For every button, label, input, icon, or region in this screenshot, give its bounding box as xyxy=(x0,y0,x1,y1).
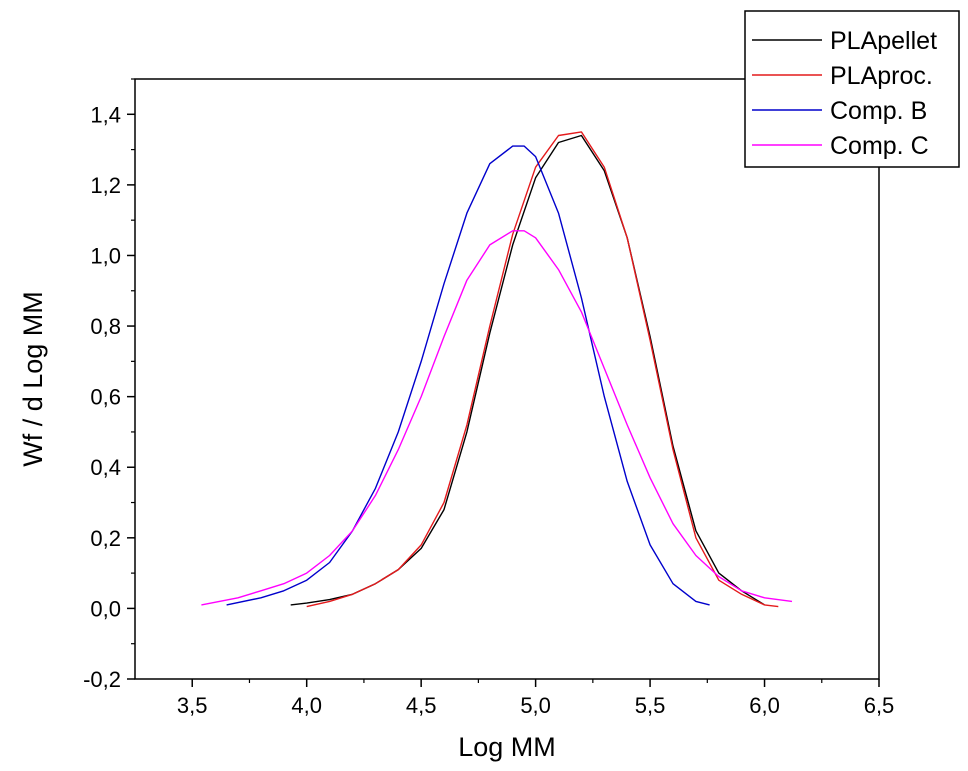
legend-label: Comp. B xyxy=(830,97,927,125)
x-axis: 3,5 4,0 4,5 5,0 5,5 6,0 6,5 xyxy=(177,679,894,718)
y-tick-label: 0,0 xyxy=(90,596,121,621)
x-tick-label: 5,5 xyxy=(635,693,666,718)
legend-label: PLAproc. xyxy=(830,62,933,90)
y-tick-label: -0,2 xyxy=(83,667,121,692)
y-tick-label: 0,6 xyxy=(90,385,121,410)
y-tick-label: 1,4 xyxy=(90,102,121,127)
y-tick-label: 0,8 xyxy=(90,314,121,339)
y-axis: -0,2 0,0 0,2 0,4 0,6 0,8 1,0 1,2 1,4 xyxy=(83,78,135,692)
series-line-2 xyxy=(306,131,779,608)
legend-box xyxy=(744,10,960,168)
legend-items: PLApellet PLAproc. Comp. B Comp. C xyxy=(752,27,937,160)
series-line-1 xyxy=(290,134,765,606)
x-tick-label: 5,0 xyxy=(520,693,551,718)
x-tick-label: 6,5 xyxy=(864,693,895,718)
legend-label: PLApellet xyxy=(830,27,937,55)
legend: PLApellet PLAproc. Comp. B Comp. C xyxy=(744,10,960,168)
x-tick-label: 3,5 xyxy=(177,693,208,718)
x-tick-label: 4,0 xyxy=(291,693,322,718)
y-axis-title: Wf / d Log MM xyxy=(18,291,48,467)
y-tick-label: 0,4 xyxy=(90,455,121,480)
legend-label: Comp. C xyxy=(830,132,929,160)
plot-frame xyxy=(134,78,880,680)
plot-area: 3,5 4,0 4,5 5,0 5,5 6,0 6,5 -0,2 0,0 0,2 0,4 0,6 0,… xyxy=(83,78,894,718)
y-tick-label: 1,2 xyxy=(90,173,121,198)
series-layer xyxy=(201,131,793,608)
series-line-3 xyxy=(226,145,710,606)
y-tick-label: 1,0 xyxy=(90,243,121,268)
x-axis-title: Log MM xyxy=(458,732,556,762)
x-tick-label: 4,5 xyxy=(406,693,437,718)
y-tick-label: 0,2 xyxy=(90,526,121,551)
series-line-4 xyxy=(201,230,793,606)
x-tick-label: 6,0 xyxy=(749,693,780,718)
